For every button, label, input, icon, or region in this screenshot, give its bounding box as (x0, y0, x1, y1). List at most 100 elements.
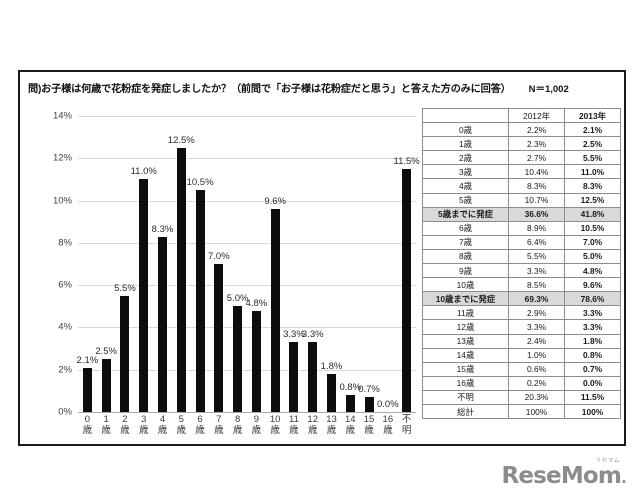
table-header-row: 2012年 2013年 (422, 107, 621, 124)
table-cell-label: 2歳 (422, 150, 509, 166)
table-cell-2012: 2.3% (508, 136, 565, 152)
table-row: 4歳 8.3% 8.3% (422, 178, 621, 194)
table-cell-label: 10歳までに発症 (422, 291, 509, 307)
table-header: 2012年 2013年 (422, 107, 621, 124)
table-row: 15歳 0.6% 0.7% (422, 361, 621, 377)
bar-value-label: 12.5% (167, 134, 195, 146)
x-axis-tick-label: 2歳 (120, 414, 130, 436)
x-axis-tick-label: 15歳 (363, 414, 375, 436)
bar-value-label: 0.0% (377, 399, 399, 410)
table-cell-2012: 69.3% (508, 291, 565, 307)
bar (364, 397, 374, 412)
y-axis-tick-label: 4% (58, 321, 72, 333)
chart-plot-area: 0% 2% 4% 6% 8% 10% 12% 14% 2.1% 0歳 2.5% 1歳 5.5% 2歳 11.… (53, 111, 420, 436)
table-row: 0歳 2.2% 2.1% (422, 122, 621, 138)
table-cell-2012: 36.6% (508, 206, 565, 222)
table-cell-label: 16歳 (422, 375, 509, 391)
bar-value-label: 8.3% (151, 223, 174, 235)
table-cell-2013: 100% (564, 403, 621, 420)
x-axis-tick-label: 10歳 (269, 414, 281, 436)
table-cell-2012: 8.5% (508, 277, 565, 293)
table-col-header-label (422, 107, 509, 124)
bar-value-label: 2.1% (76, 354, 99, 366)
bar-value-label: 7.0% (208, 251, 230, 262)
table-row: 16歳 0.2% 0.0% (422, 375, 621, 391)
x-axis-tick-label: 13歳 (326, 414, 337, 436)
table-row: 1歳 2.3% 2.5% (422, 136, 621, 152)
table-cell-2013: 12.5% (564, 192, 621, 208)
table-cell-2013: 8.3% (564, 178, 621, 194)
table-cell-label: 12歳 (422, 319, 509, 335)
table-cell-label: 5歳までに発症 (422, 206, 509, 222)
gridline (78, 158, 416, 160)
bar (233, 306, 243, 412)
report-frame: 問)お子様は何歳で花粉症を発症しましたか？（前問で「お子様は花粉症だと思う」と答… (18, 70, 626, 446)
x-axis-tick-label: 9歳 (251, 414, 262, 436)
table-row: 総計 100% 100% (422, 403, 621, 420)
bar (327, 373, 336, 412)
table-body: 0歳 2.2% 2.1% 1歳 2.3% 2.5% 2歳 2.7% 5.5% 3歳 10.4% 11.… (422, 122, 621, 420)
table-row: 10歳 8.5% 9.6% (422, 277, 621, 293)
bar-value-label: 4.8% (245, 297, 268, 309)
gridline (78, 116, 416, 117)
bar-value-label: 11.5% (393, 155, 420, 167)
gridline (78, 327, 416, 329)
table-cell-label: 3歳 (422, 164, 509, 180)
x-axis-tick-label: 0歳 (82, 414, 93, 436)
table-cell-2012: 100% (508, 403, 565, 420)
table-row: 3歳 10.4% 11.0% (422, 164, 621, 180)
question-header: 問)お子様は何歳で花粉症を発症しましたか？（前問で「お子様は花粉症だと思う」と答… (28, 80, 620, 100)
table-row: 9歳 3.3% 4.8% (422, 263, 621, 279)
y-axis-tick-label: 10% (52, 195, 72, 207)
bar (214, 264, 224, 412)
table-cell-label: 13歳 (422, 333, 509, 349)
table-row: 7歳 6.4% 7.0% (422, 234, 621, 250)
logo-kana-text: リセマム (595, 457, 620, 464)
bar (289, 342, 299, 412)
x-axis-tick-label: 16歳 (382, 414, 394, 436)
table-cell-2012: 20.3% (508, 389, 565, 405)
table-cell-2013: 2.1% (564, 122, 621, 138)
table-row: 11歳 2.9% 3.3% (422, 305, 621, 321)
table-cell-2012: 3.3% (508, 263, 565, 279)
table-cell-2013: 3.3% (564, 319, 621, 335)
bar (82, 367, 92, 412)
bar-value-label: 5.0% (226, 293, 249, 305)
x-axis-tick-label: 4歳 (157, 414, 168, 436)
table-cell-label: 7歳 (422, 234, 509, 250)
table-row: 13歳 2.4% 1.8% (422, 333, 621, 349)
table-cell-2012: 8.9% (508, 220, 565, 236)
table-cell-2013: 0.7% (564, 361, 621, 377)
table-cell-2012: 2.4% (508, 333, 565, 349)
gridline (78, 242, 416, 244)
table-cell-2012: 8.3% (508, 178, 565, 194)
bar-value-label: 5.5% (114, 282, 136, 294)
table-col-header-2013: 2013年 (564, 107, 621, 124)
bar-value-label: 1.8% (320, 360, 343, 372)
table-row: 5歳 10.7% 12.5% (422, 192, 621, 208)
table-col-header-2012: 2012年 (508, 107, 565, 124)
table-cell-2012: 0.2% (508, 375, 565, 391)
table-cell-2012: 2.9% (508, 305, 565, 321)
table-row: 12歳 3.3% 3.3% (422, 319, 621, 335)
table-cell-label: 不明 (422, 389, 509, 405)
table-cell-2012: 0.6% (508, 361, 565, 377)
table-cell-2013: 2.5% (564, 136, 621, 152)
bar-value-label: 10.5% (186, 177, 214, 188)
bar (270, 209, 280, 412)
table-cell-2012: 2.2% (508, 122, 565, 138)
table-cell-label: 6歳 (422, 220, 509, 236)
table-cell-2012: 6.4% (508, 234, 565, 250)
bar-value-label: 0.8% (339, 382, 362, 394)
table-cell-2013: 11.0% (564, 164, 621, 180)
question-text: 問)お子様は何歳で花粉症を発症しましたか？（前問で「お子様は花粉症だと思う」と答… (28, 84, 511, 95)
table-cell-2013: 5.0% (564, 248, 621, 265)
table-cell-label: 5歳 (422, 192, 509, 208)
y-axis-tick-label: 0% (58, 406, 72, 418)
y-axis-tick-label: 6% (58, 279, 72, 291)
table-cell-2013: 78.6% (564, 291, 621, 307)
bar (195, 190, 205, 412)
table-row: 6歳 8.9% 10.5% (422, 220, 621, 236)
resemom-logo: リセマム ReseMom. (501, 457, 626, 489)
x-axis-line (78, 412, 416, 413)
